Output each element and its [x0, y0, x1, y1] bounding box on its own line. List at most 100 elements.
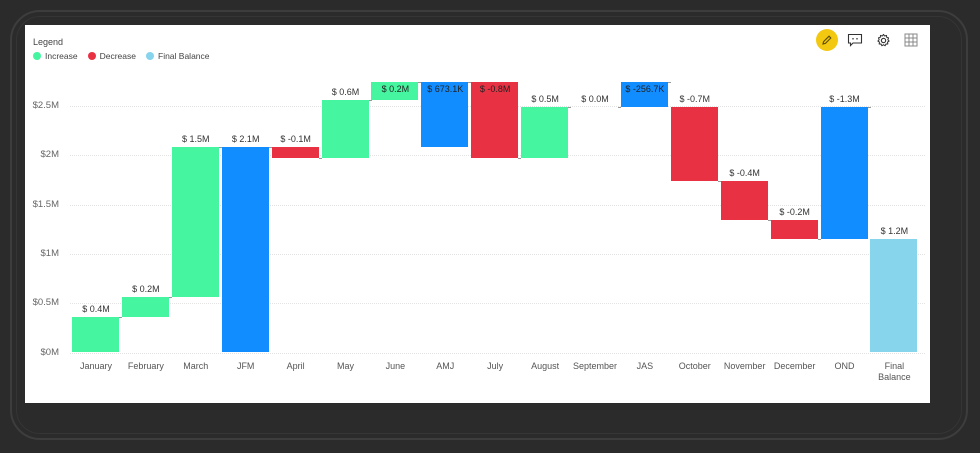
data-label: $ -256.7K: [625, 84, 665, 95]
x-axis-category-label: Final Balance: [878, 360, 911, 382]
bar-november[interactable]: [720, 180, 768, 221]
settings-button[interactable]: [872, 29, 894, 51]
legend-label: Final Balance: [158, 51, 210, 61]
data-label: $ 1.2M: [880, 226, 909, 237]
x-axis-category-label: JFM: [236, 360, 255, 371]
bar-may[interactable]: [321, 100, 369, 159]
bar-jas[interactable]: [620, 82, 668, 107]
y-axis-tick-label: $1M: [40, 247, 59, 259]
bar-october[interactable]: [670, 106, 718, 181]
legend-title: Legend: [33, 37, 64, 47]
x-axis-category-label: OND: [834, 360, 855, 371]
legend-dot-icon: [33, 52, 41, 60]
bar-december[interactable]: [770, 220, 818, 240]
table-grid-icon: [904, 33, 918, 47]
y-axis-tick-label: $0M: [40, 346, 59, 358]
inner-frame: [16, 16, 962, 434]
connector-line: [468, 82, 472, 84]
data-label: $ 2.1M: [231, 134, 260, 145]
data-label: $ -0.7M: [679, 93, 711, 104]
bar-amj[interactable]: [421, 82, 469, 148]
x-axis-category-label: September: [572, 360, 618, 371]
x-axis-category-label: July: [487, 360, 504, 371]
data-label: $ 0.6M: [331, 87, 360, 98]
connector-line: [568, 106, 572, 108]
bar-july[interactable]: [471, 82, 519, 159]
outer-frame: [10, 10, 968, 440]
legend-label: Increase: [45, 51, 78, 61]
table-view-button[interactable]: [900, 29, 922, 51]
x-axis-category-label: August: [531, 360, 560, 371]
legend-dot-icon: [87, 52, 96, 60]
waterfall-chart-visual: Legend Increase Decrease Final Balance $0M…: [25, 25, 930, 403]
x-axis-category-label: April: [286, 360, 305, 371]
bar-ond[interactable]: [820, 106, 868, 240]
legend-item[interactable]: Increase: [33, 51, 78, 61]
comment-icon: [847, 33, 863, 47]
x-axis-category-label: March: [183, 360, 209, 371]
y-axis-tick-label: $1.5M: [32, 198, 59, 210]
legend-item[interactable]: Decrease: [87, 51, 136, 61]
y-axis-tick-label: $2M: [40, 149, 59, 161]
x-axis-category-label: November: [723, 360, 766, 371]
x-axis-category-label: October: [678, 360, 711, 371]
data-label: $ 1.5M: [182, 134, 210, 145]
connector-line: [268, 147, 272, 149]
bar-february[interactable]: [121, 297, 169, 317]
x-axis-category-label: February: [127, 360, 164, 371]
x-axis-category-label: May: [336, 360, 354, 371]
connector-line: [218, 147, 222, 149]
legend-items: Increase Decrease Final Balance: [33, 51, 210, 61]
legend-dot-icon: [146, 52, 154, 60]
visual-toolbar: [816, 29, 922, 51]
bar-april[interactable]: [271, 147, 319, 159]
connector-line: [168, 297, 172, 299]
y-axis-tick-label: $0.5M: [32, 297, 59, 309]
gridline: [70, 303, 925, 305]
legend-label: Decrease: [99, 51, 136, 61]
data-label: $ 0.5M: [531, 93, 559, 104]
data-label: $ -0.8M: [479, 84, 511, 95]
gridline: [70, 204, 925, 206]
data-label: $ -0.2M: [779, 207, 810, 218]
bar-june[interactable]: [371, 82, 419, 101]
connector-line: [368, 100, 372, 102]
legend-item[interactable]: Final Balance: [146, 51, 210, 61]
connector-line: [119, 317, 122, 318]
connector-line: [817, 239, 821, 241]
connector-line: [667, 82, 671, 84]
connector-line: [318, 158, 322, 160]
gridline: [70, 253, 925, 255]
gear-icon: [876, 33, 890, 46]
connector-line: [867, 106, 871, 108]
bar-jfm[interactable]: [221, 147, 269, 353]
x-axis-category-label: June: [385, 360, 406, 371]
pencil-icon: [822, 35, 832, 45]
bar-march[interactable]: [171, 147, 219, 298]
connector-line: [418, 82, 422, 84]
data-label: $ 0.4M: [82, 304, 110, 314]
data-label: $ -1.3M: [829, 93, 860, 104]
edit-button[interactable]: [816, 29, 838, 51]
x-axis-category-label: January: [79, 360, 113, 371]
data-label: $ -0.1M: [280, 134, 311, 145]
connector-line: [767, 220, 771, 222]
bar-august[interactable]: [521, 106, 569, 159]
connector-line: [618, 106, 621, 108]
bar-final-balance[interactable]: [870, 239, 918, 353]
x-axis-category-label: December: [773, 360, 816, 371]
data-label: $ 673.1K: [427, 84, 464, 95]
gridline: [70, 352, 925, 354]
data-label: $ 0.0M: [581, 93, 609, 104]
connector-line: [518, 158, 522, 160]
data-label: $ -0.4M: [729, 167, 760, 178]
legend: Legend Increase Decrease Final Balance: [33, 37, 210, 61]
data-label: $ 0.2M: [132, 284, 160, 295]
x-axis-category-label: JAS: [636, 360, 654, 371]
x-axis-category-label: AMJ: [436, 360, 455, 371]
bar-january[interactable]: [72, 317, 119, 353]
data-label: $ 0.2M: [381, 84, 410, 95]
y-axis-tick-label: $2.5M: [32, 100, 59, 111]
comment-button[interactable]: [844, 29, 866, 51]
connector-line: [717, 180, 721, 182]
